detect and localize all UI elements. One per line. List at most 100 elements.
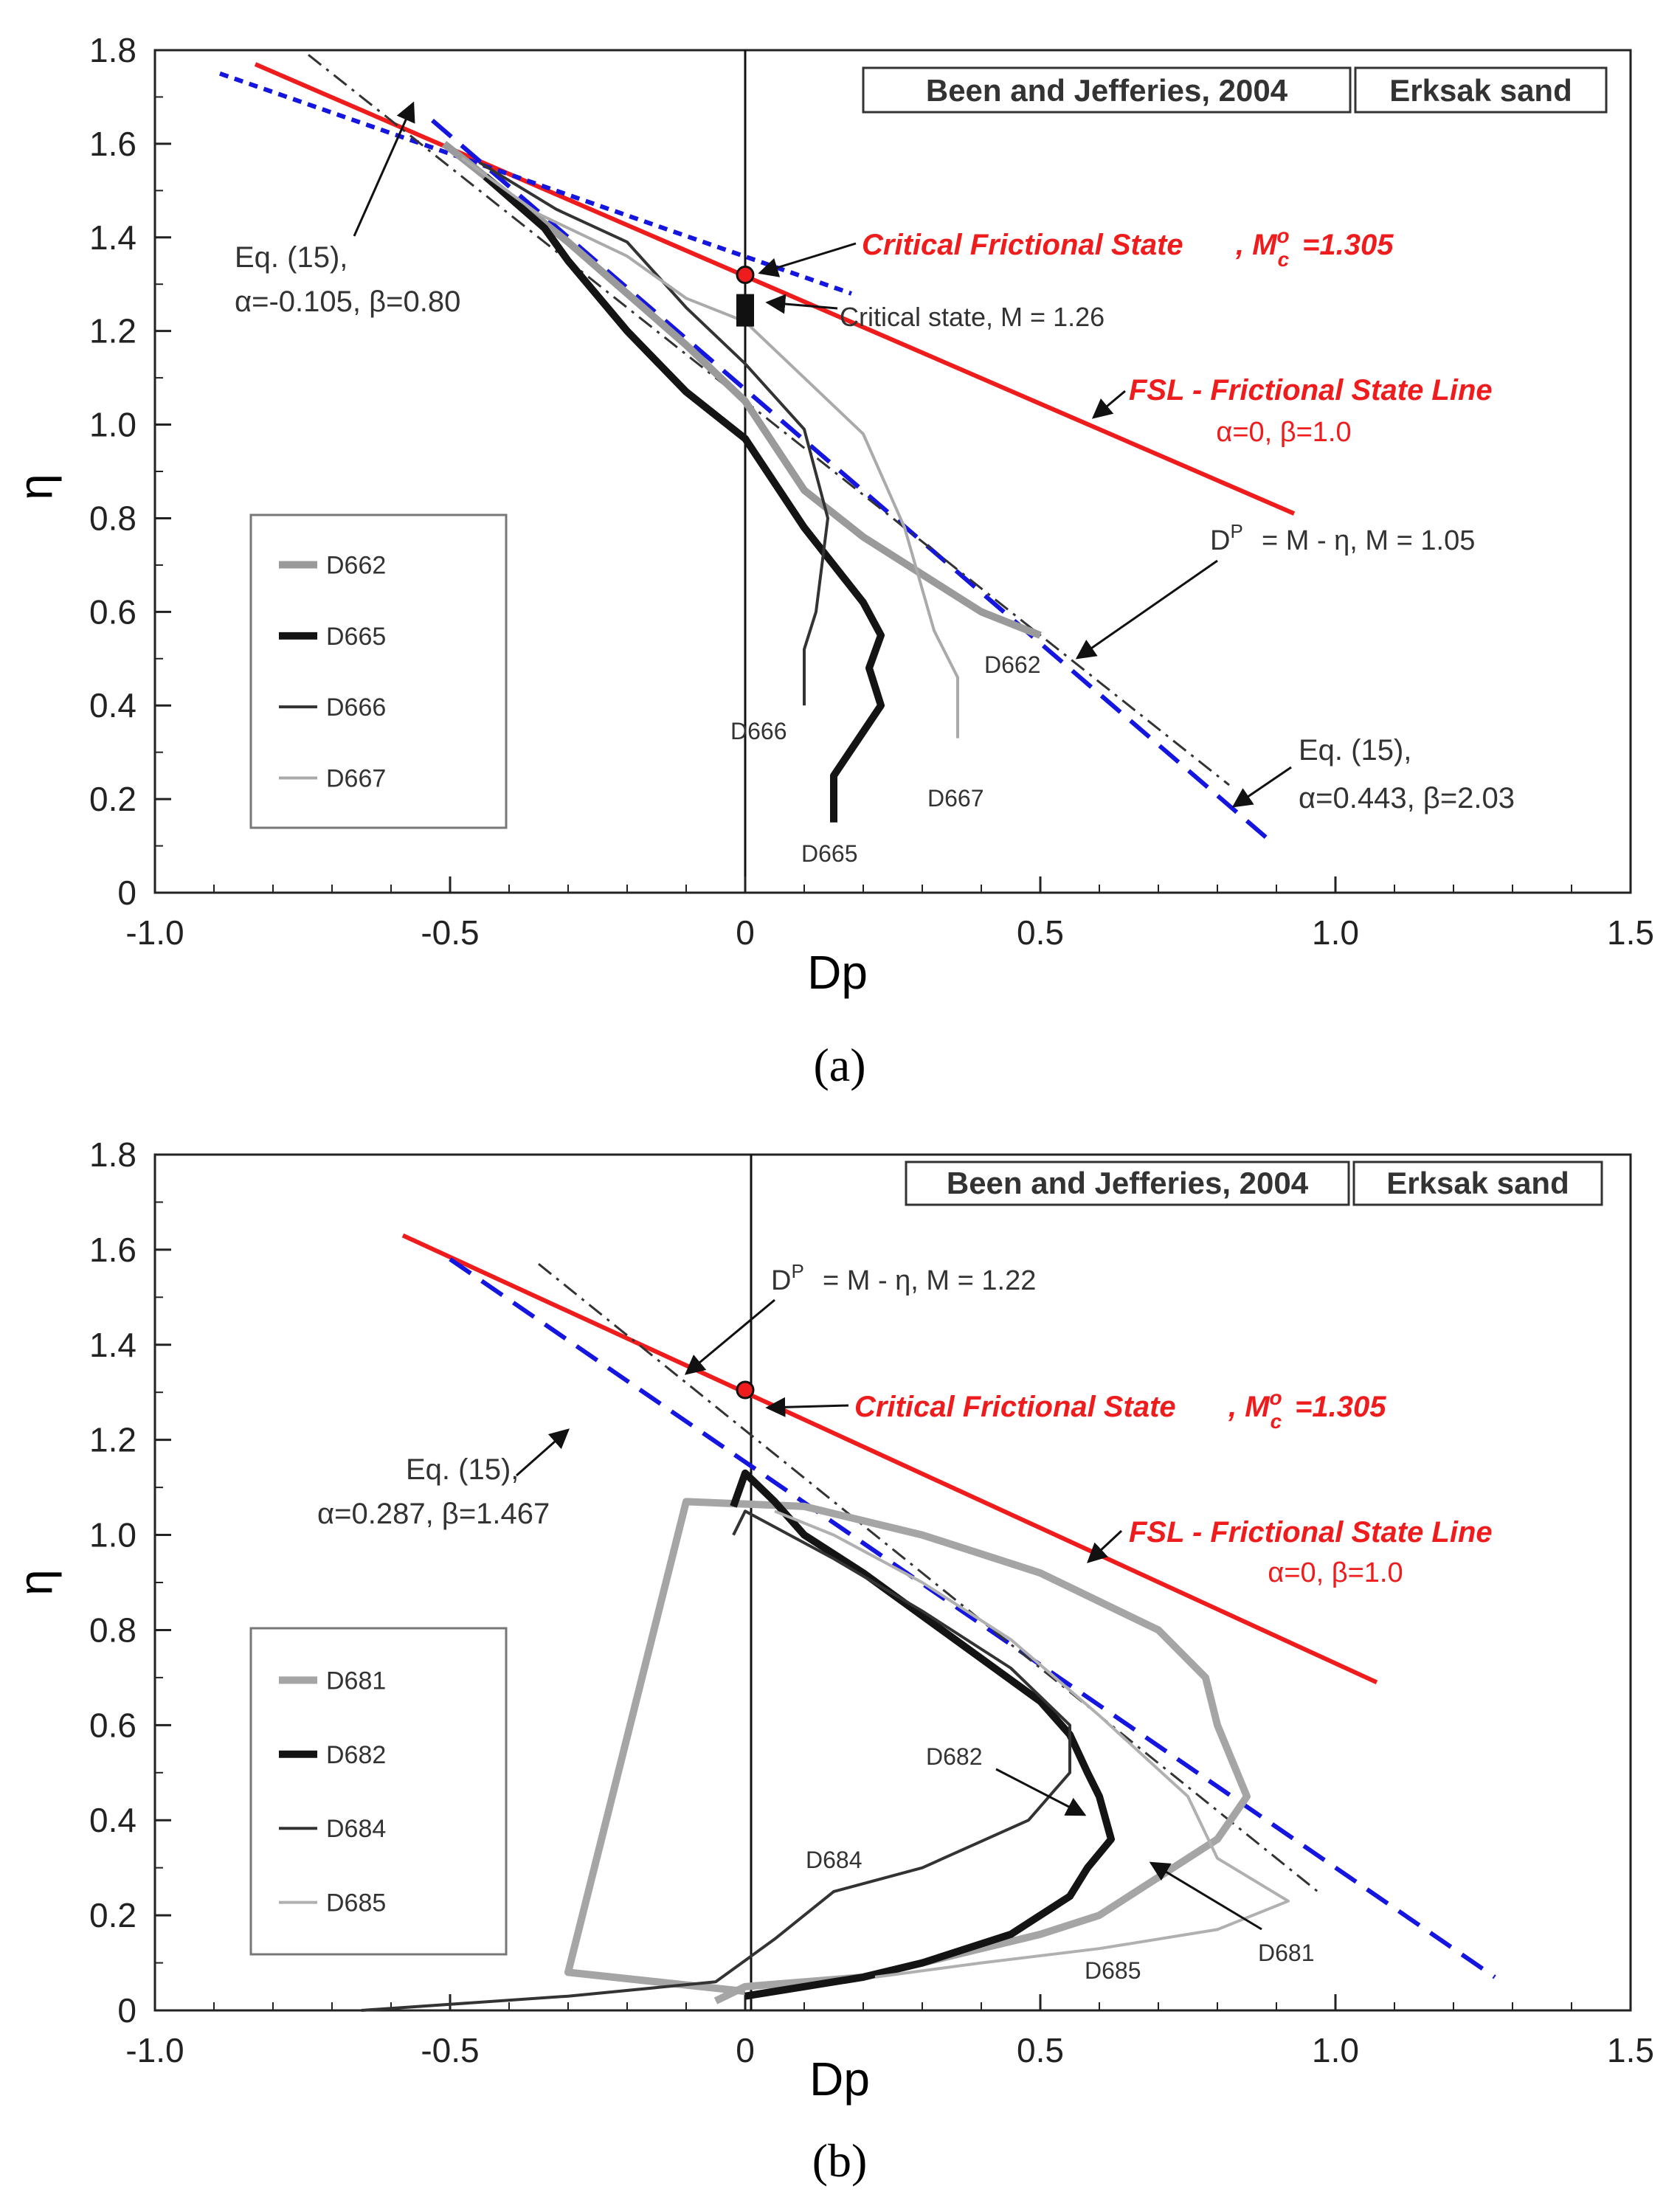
cfs-arrow — [758, 242, 857, 277]
dp-label: = M - η, M = 1.22 — [823, 1265, 1036, 1296]
y-tick-label: 0.6 — [89, 592, 136, 631]
dp-label-symbol: DP — [771, 1260, 804, 1296]
y-tick-label: 0 — [117, 874, 136, 912]
x-tick-label: 0.5 — [1017, 913, 1064, 952]
y-tick-label: 1.8 — [89, 1135, 136, 1174]
cfs-symbol: , Mo c — [1228, 1386, 1282, 1433]
dp-arrow — [1075, 559, 1218, 660]
y-tick-label: 0.2 — [89, 1896, 136, 1934]
reference-line — [308, 54, 1230, 786]
x-tick-label: 1.5 — [1607, 2031, 1654, 2069]
legend-label: D684 — [326, 1815, 386, 1843]
fsl-params: α=0, β=1.0 — [1216, 417, 1351, 448]
reference-lines — [219, 54, 1296, 843]
cfs-value: =1.305 — [1295, 1391, 1386, 1423]
eq-right-arrow — [1231, 766, 1292, 808]
y-axis-label: η — [9, 1569, 62, 1596]
points — [736, 1380, 755, 1400]
eq-left-arrow — [353, 101, 415, 237]
cfs-label: Critical Frictional State — [854, 1391, 1176, 1423]
fsl-arrow — [1091, 390, 1126, 419]
curve-label-d662: D662 — [984, 651, 1041, 678]
cfs-arrow — [765, 1397, 849, 1417]
series-d665 — [483, 173, 885, 823]
y-tick-label: 0.4 — [89, 686, 136, 724]
y-tick-label: 1.2 — [89, 1421, 136, 1459]
eq-left-arrow — [516, 1428, 570, 1477]
y-tick-label: 0.4 — [89, 1801, 136, 1839]
axis-ticks — [153, 49, 1632, 894]
eq-left-line2: α=-0.105, β=0.80 — [235, 286, 460, 318]
source-box — [862, 66, 1352, 114]
legend-label: D681 — [326, 1667, 386, 1695]
cfs-label: Critical Frictional State — [862, 229, 1183, 261]
panel-b-chart: -1.0 -0.5 0 0.5 1.0 1.5 0 0.2 0.4 0.6 0.8 1.0 1.2 1.4… — [9, 1135, 1654, 2187]
dp-label-symbol: DP — [1210, 520, 1243, 556]
y-tick-label: 0.8 — [89, 1611, 136, 1649]
fsl-label: FSL - Frictional State Line — [1129, 1516, 1493, 1549]
legend: D681 D682 D684 D685 — [279, 1667, 386, 1917]
y-tick-label: 1.4 — [89, 1326, 136, 1364]
reference-line — [401, 1233, 1378, 1685]
d681-arrow — [1149, 1861, 1262, 1931]
dp-label: = M - η, M = 1.05 — [1262, 525, 1475, 556]
source-label: Been and Jefferies, 2004 — [947, 1166, 1309, 1200]
eq-left-line1: Eq. (15), — [406, 1453, 519, 1486]
y-tick-label: 0.6 — [89, 1706, 136, 1744]
data-series — [441, 140, 1042, 823]
x-tick-label: 0.5 — [1017, 2031, 1064, 2069]
y-tick-label: 1.0 — [89, 406, 136, 444]
x-tick-label: 0 — [736, 913, 755, 952]
cfs-symbol: , Mo c — [1235, 224, 1290, 271]
reference-line — [449, 1257, 1496, 1979]
x-axis-label: Dp — [807, 946, 868, 999]
x-tick-label: 0 — [736, 2031, 755, 2069]
x-tick-label: -1.0 — [125, 913, 184, 952]
points — [736, 266, 755, 327]
x-tick-label: -0.5 — [421, 2031, 479, 2069]
y-tick-label: 1.0 — [89, 1516, 136, 1554]
legend-label: D666 — [326, 693, 386, 722]
y-tick-label: 0 — [117, 1991, 136, 2030]
x-tick-label: 1.5 — [1607, 913, 1654, 952]
curve-label-d684: D684 — [806, 1847, 863, 1873]
x-axis-label: Dp — [809, 2052, 870, 2106]
tick-labels: -1.0 -0.5 0 0.5 1.0 1.5 0 0.2 0.4 0.6 0.8 1.0 1.2 1.4… — [89, 31, 1654, 952]
eq-left-line1: Eq. (15), — [235, 241, 348, 274]
y-tick-label: 0.2 — [89, 780, 136, 818]
data-series — [361, 1469, 1290, 2012]
fsl-arrow — [1087, 1529, 1123, 1563]
series-d662 — [441, 140, 1042, 639]
legend: D662 D665 D666 D667 — [279, 551, 386, 793]
d682-arrow — [995, 1768, 1087, 1816]
legend-label: D685 — [326, 1889, 386, 1917]
series-d685 — [774, 1509, 1290, 1979]
critical-state-marker — [736, 294, 754, 327]
legend-label: D662 — [326, 551, 386, 579]
reference-line — [219, 71, 852, 296]
series-d666 — [478, 161, 829, 706]
source-label: Been and Jefferies, 2004 — [926, 73, 1288, 108]
curve-label-d685: D685 — [1085, 1957, 1141, 1984]
y-tick-label: 1.2 — [89, 312, 136, 350]
series-d682 — [730, 1469, 1115, 2000]
y-axis-label: η — [9, 474, 62, 500]
curve-label-d682: D682 — [926, 1743, 983, 1770]
x-tick-label: -1.0 — [125, 2031, 184, 2069]
curve-label-d681: D681 — [1258, 1940, 1315, 1966]
material-label: Erksak sand — [1389, 73, 1572, 108]
tick-labels: -1.0 -0.5 0 0.5 1.0 1.5 0 0.2 0.4 0.6 0.8 1.0 1.2 1.4… — [89, 1135, 1654, 2069]
legend-label: D665 — [326, 623, 386, 651]
cs-label: Critical state, M = 1.26 — [840, 302, 1105, 332]
y-tick-label: 0.8 — [89, 499, 136, 537]
panel-a-chart: -1.0 -0.5 0 0.5 1.0 1.5 0 0.2 0.4 0.6 0.8 1.0 1.2 1.4… — [9, 31, 1654, 1091]
y-tick-label: 1.8 — [89, 31, 136, 69]
critical-frictional-state-marker — [736, 266, 755, 285]
reference-line — [538, 1263, 1318, 1893]
reference-line — [431, 118, 1272, 843]
fsl-params: α=0, β=1.0 — [1268, 1557, 1403, 1588]
critical-frictional-state-marker — [736, 1380, 755, 1400]
cfs-value: =1.305 — [1302, 229, 1394, 261]
caption-b: (b) — [812, 2134, 868, 2187]
